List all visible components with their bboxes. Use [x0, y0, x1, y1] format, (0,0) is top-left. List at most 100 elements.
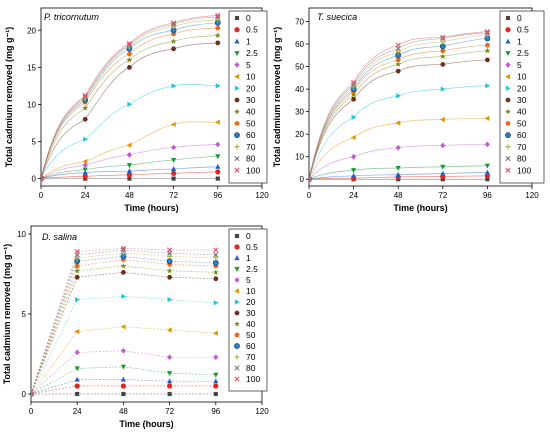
data-point	[82, 116, 88, 122]
data-point	[82, 94, 88, 100]
legend-label: 100	[246, 374, 260, 384]
x-tick-label: 24	[81, 191, 90, 200]
data-point	[440, 177, 445, 182]
data-point	[350, 134, 356, 141]
data-point	[215, 154, 221, 160]
legend-marker	[505, 132, 511, 139]
data-point	[120, 245, 126, 251]
data-point	[484, 47, 491, 54]
data-point	[74, 249, 80, 255]
data-point	[485, 83, 491, 89]
data-point	[215, 40, 221, 46]
y-tick-label: 20	[295, 130, 304, 139]
series-30	[309, 57, 490, 182]
legend-label: 0.5	[246, 242, 258, 252]
y-tick-label: 30	[295, 108, 304, 117]
data-point	[74, 274, 80, 280]
legend-marker	[505, 15, 511, 21]
plot-area	[309, 29, 491, 183]
legend-item: 40	[234, 107, 256, 117]
data-point	[120, 347, 126, 354]
data-point	[167, 378, 173, 384]
x-tick-label: 96	[213, 191, 222, 200]
legend-marker	[234, 365, 240, 371]
data-point	[213, 383, 219, 389]
legend-marker	[234, 299, 240, 305]
y-tick-label: 10	[17, 230, 26, 239]
legend-item: 2.5	[505, 48, 529, 58]
y-axis-title: Total cadmium removed (mg g⁻¹)	[272, 27, 282, 168]
legend-marker	[234, 332, 240, 338]
data-point	[82, 105, 89, 111]
data-point	[395, 42, 401, 48]
data-point	[439, 43, 446, 50]
data-point	[215, 17, 221, 23]
data-point	[171, 176, 176, 181]
data-point	[121, 293, 127, 299]
legend-label: 50	[246, 330, 256, 340]
data-point	[126, 65, 132, 70]
data-point	[396, 93, 402, 99]
data-point	[171, 170, 177, 176]
data-point	[440, 164, 446, 170]
legend-item: 80	[505, 154, 527, 164]
legend-label: 70	[246, 352, 256, 362]
legend-label: 0.5	[517, 25, 529, 35]
x-tick-label: 0	[307, 191, 312, 200]
data-point	[120, 364, 126, 370]
legend-label: 0.5	[246, 25, 258, 35]
legend-item: 2.5	[234, 48, 258, 58]
legend-label: 10	[246, 72, 256, 82]
data-point	[120, 383, 126, 389]
data-point	[484, 141, 490, 148]
data-point	[171, 166, 177, 172]
data-point	[350, 91, 357, 98]
legend-marker	[234, 310, 240, 316]
data-point	[484, 163, 490, 169]
data-point	[121, 391, 126, 397]
legend-label: 60	[246, 341, 256, 351]
legend-item: 20	[234, 83, 256, 93]
legend-item: 50	[505, 118, 527, 128]
legend-label: 40	[517, 107, 527, 117]
data-point	[120, 376, 126, 382]
series-line	[31, 272, 216, 395]
data-point	[484, 30, 490, 36]
legend-item: 100	[505, 165, 531, 175]
legend-label: 40	[246, 107, 256, 117]
series-line	[41, 22, 218, 179]
legend-item: 70	[234, 142, 256, 152]
legend-item: 1	[234, 253, 251, 263]
series-line	[309, 31, 488, 180]
legend-item: 0	[505, 13, 522, 23]
y-tick-label: 0	[22, 390, 27, 399]
legend-marker	[505, 38, 511, 44]
x-tick-label: 120	[255, 407, 269, 416]
plot-area	[31, 245, 219, 397]
legend-label: 10	[246, 286, 256, 296]
data-point	[351, 168, 357, 174]
legend-marker	[234, 15, 240, 21]
legend-label: 10	[517, 72, 527, 82]
data-point	[212, 330, 218, 336]
legend-label: 60	[517, 130, 527, 140]
data-point	[485, 177, 490, 182]
legend-marker	[234, 144, 240, 150]
legend-box	[228, 10, 268, 184]
data-point	[484, 42, 490, 48]
data-point	[212, 259, 219, 266]
data-point	[82, 92, 88, 99]
data-point	[167, 297, 173, 303]
legend-item: 1	[505, 36, 522, 46]
data-point	[126, 42, 132, 48]
x-tick-label: 0	[29, 407, 34, 416]
data-point	[167, 253, 173, 259]
data-point	[82, 158, 88, 165]
x-tick-label: 48	[125, 191, 134, 200]
data-point	[74, 376, 80, 382]
data-point	[166, 258, 173, 265]
data-point	[309, 176, 312, 182]
